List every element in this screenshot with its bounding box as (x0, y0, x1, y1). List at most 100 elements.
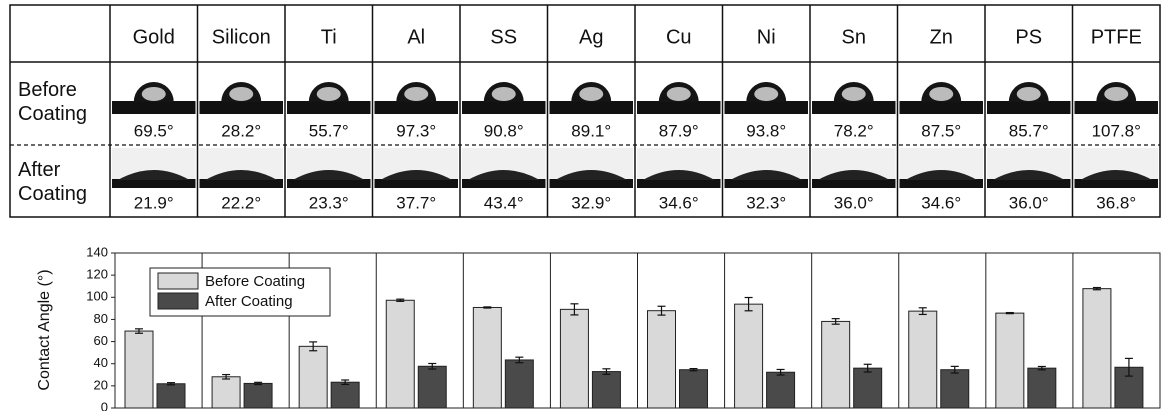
substrate (987, 179, 1071, 188)
bar (473, 307, 501, 408)
angle-value: 78.2° (834, 121, 874, 140)
droplet-highlight (404, 87, 428, 101)
bar (244, 383, 272, 408)
angle-value: 28.2° (221, 121, 261, 140)
y-tick-label: 40 (94, 355, 108, 370)
angle-value: 36.0° (1009, 193, 1049, 212)
column-header: Gold (133, 26, 175, 48)
substrate (375, 179, 459, 188)
angle-value: 36.8° (1096, 193, 1136, 212)
y-axis-label: Contact Angle (°) (36, 269, 53, 390)
y-tick-label: 140 (86, 244, 108, 259)
row-label: After Coating (18, 158, 106, 206)
legend-swatch (158, 293, 198, 309)
substrate (462, 101, 546, 114)
substrate (550, 179, 634, 188)
column-header: Al (407, 26, 425, 48)
legend-label: After Coating (205, 293, 293, 310)
bar (386, 300, 414, 408)
substrate (987, 101, 1071, 114)
droplet-highlight (492, 87, 516, 101)
bar (505, 360, 533, 408)
row-label: Before Coating (18, 78, 106, 126)
angle-value: 23.3° (309, 193, 349, 212)
angle-value: 55.7° (309, 121, 349, 140)
column-header: PS (1015, 26, 1042, 48)
y-tick-label: 80 (94, 311, 108, 326)
angle-value: 32.9° (571, 193, 611, 212)
substrate (112, 101, 196, 114)
bar (822, 321, 850, 408)
bar (212, 377, 240, 408)
angle-value: 85.7° (1009, 121, 1049, 140)
legend-label: Before Coating (205, 273, 305, 290)
bar (767, 372, 795, 408)
droplet-highlight (929, 87, 953, 101)
substrate (375, 101, 459, 114)
column-header: Ni (757, 26, 776, 48)
bar (560, 309, 588, 408)
droplet-highlight (842, 87, 866, 101)
error-bar (1006, 313, 1014, 314)
substrate (200, 101, 284, 114)
column-header: Zn (930, 26, 953, 48)
substrate (900, 179, 984, 188)
substrate (725, 101, 809, 114)
bar (299, 346, 327, 408)
bar (909, 311, 937, 408)
column-header: Ti (321, 26, 337, 48)
substrate (812, 101, 896, 114)
droplet-highlight (579, 87, 603, 101)
substrate (637, 101, 721, 114)
bar (941, 370, 969, 408)
column-header: Ag (579, 26, 603, 48)
droplet-highlight (1017, 87, 1041, 101)
substrate (1075, 101, 1159, 114)
angle-value: 87.5° (921, 121, 961, 140)
angle-value: 36.0° (834, 193, 874, 212)
droplet-highlight (1104, 87, 1128, 101)
angle-value: 22.2° (221, 193, 261, 212)
angle-value: 43.4° (484, 193, 524, 212)
y-tick-label: 100 (86, 289, 108, 304)
bar (592, 372, 620, 408)
bar (1083, 289, 1111, 408)
y-tick-label: 0 (101, 399, 108, 411)
bar (418, 366, 446, 408)
bar (125, 331, 153, 408)
substrate (112, 179, 196, 188)
droplet-highlight (667, 87, 691, 101)
substrate (287, 179, 371, 188)
bar (996, 313, 1024, 408)
substrate (812, 179, 896, 188)
angle-value: 90.8° (484, 121, 524, 140)
bar (735, 304, 763, 408)
substrate (725, 179, 809, 188)
bar (331, 382, 359, 408)
column-header: Sn (842, 26, 866, 48)
bar (648, 311, 676, 408)
droplet-highlight (142, 87, 166, 101)
droplet-highlight (229, 87, 253, 101)
y-tick-label: 20 (94, 377, 108, 392)
figure: Contact Angle (°) Gold69.5°21.9°Silicon2… (0, 0, 1165, 411)
substrate (550, 101, 634, 114)
y-tick-label: 60 (94, 333, 108, 348)
y-tick-label: 120 (86, 267, 108, 282)
angle-value: 34.6° (921, 193, 961, 212)
angle-value: 93.8° (746, 121, 786, 140)
bar (854, 368, 882, 408)
bar (1028, 368, 1056, 408)
angle-value: 34.6° (659, 193, 699, 212)
column-header: Cu (666, 26, 692, 48)
angle-value: 89.1° (571, 121, 611, 140)
figure-canvas: Contact Angle (°) Gold69.5°21.9°Silicon2… (0, 0, 1165, 411)
bar (680, 370, 708, 408)
substrate (1075, 179, 1159, 188)
substrate (900, 101, 984, 114)
column-header: SS (490, 26, 517, 48)
substrate (637, 179, 721, 188)
bar (157, 384, 185, 408)
substrate (200, 179, 284, 188)
substrate (462, 179, 546, 188)
